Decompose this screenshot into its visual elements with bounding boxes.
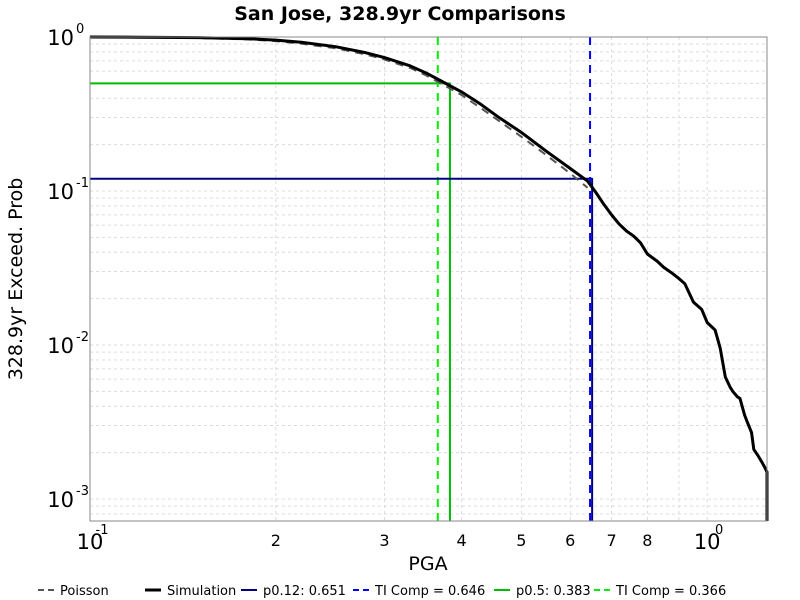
x-tick-exponent-0: -1 — [96, 523, 109, 538]
series-line-1 — [89, 35, 769, 521]
chart-title: San Jose, 328.9yr Comparisons — [234, 3, 566, 25]
x-tick-exponent-8: 0 — [715, 523, 723, 538]
y-tick-exponent-0: 0 — [76, 22, 84, 37]
x-tick-label-7: 8 — [642, 531, 652, 550]
x-tick-label-1: 2 — [271, 531, 281, 550]
grid — [89, 36, 767, 521]
series-line-2 — [90, 177, 594, 521]
y-tick-label-0: 10 — [47, 26, 74, 50]
x-tick-label-2: 3 — [379, 531, 389, 550]
legend-label-4: p0.5: 0.383 — [516, 584, 591, 599]
y-tick-label-3: 10 — [47, 488, 74, 512]
x-tick-label-5: 6 — [565, 531, 575, 550]
x-ticks: 10-12 3 4 5 6 7 8 100 — [77, 523, 724, 554]
y-tick-label-2: 10 — [47, 334, 74, 358]
series-layer — [89, 35, 769, 521]
y-axis-label: 328.9yr Exceed. Prob — [5, 178, 27, 381]
y-tick-label-1: 10 — [47, 180, 74, 204]
x-tick-label-8: 10 — [694, 530, 721, 554]
legend-label-0: Poisson — [60, 584, 109, 599]
x-tick-label-3: 4 — [456, 531, 466, 550]
legend: Poisson Simulation p0.12: 0.651 TI Comp = 0… — [38, 584, 726, 599]
x-tick-label-0: 10 — [77, 530, 104, 554]
series-line-0 — [89, 36, 589, 189]
y-tick-exponent-1: -1 — [76, 176, 89, 191]
legend-label-2: p0.12: 0.651 — [263, 584, 346, 599]
plot-border — [89, 36, 768, 522]
x-tick-label-6: 7 — [606, 531, 616, 550]
legend-label-3: TI Comp = 0.646 — [374, 584, 485, 599]
series-line-4 — [90, 82, 451, 521]
legend-label-5: TI Comp = 0.366 — [615, 584, 726, 599]
y-tick-exponent-3: -3 — [76, 484, 89, 499]
x-axis-label: PGA — [408, 553, 447, 575]
x-tick-label-4: 5 — [516, 531, 526, 550]
y-tick-exponent-2: -2 — [76, 330, 89, 345]
legend-label-1: Simulation — [167, 584, 236, 599]
